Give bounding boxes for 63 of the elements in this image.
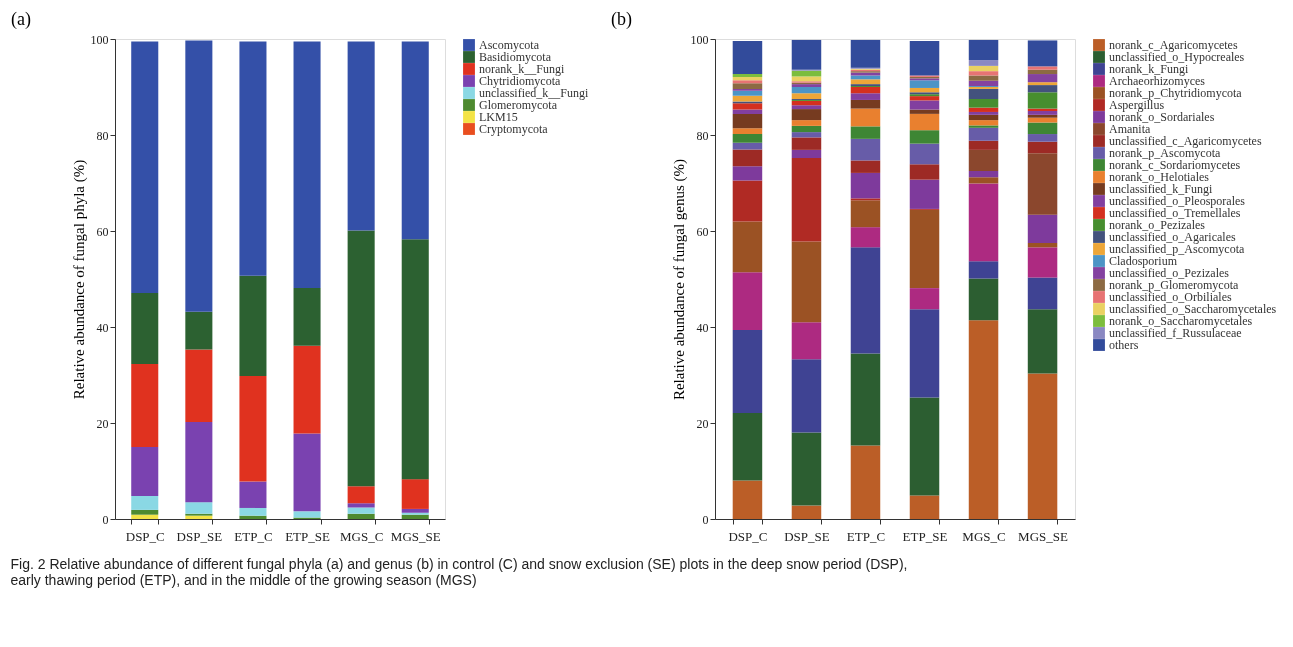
x-tick-label: ETP_C [846, 528, 886, 544]
y-tick-label: 0 [102, 512, 109, 527]
legend-label: unclassified_o_Pezizales [1109, 266, 1230, 280]
y-tick-label: 60 [96, 224, 109, 239]
x-tick-label: MGS_C [962, 528, 1006, 544]
legend-label: unclassified_k_Fungi [1109, 182, 1213, 196]
legend-label: Aspergillus [1109, 98, 1165, 112]
x-tick-label: MGS_SE [1018, 528, 1069, 544]
y-tick-label: 40 [96, 320, 109, 335]
legend-label: Basidiomycota [479, 50, 552, 64]
legend-label: norank_c_Agaricomycetes [1109, 38, 1238, 52]
legend-label: unclassified_o_Saccharomycetales [1109, 302, 1277, 316]
y-tick-label: 80 [96, 128, 109, 143]
x-tick-label: DSP_C [125, 528, 165, 544]
legend-label: Ascomycota [479, 38, 540, 52]
legend-label: norank_k__Fungi [479, 62, 565, 76]
y-tick-label: 80 [696, 128, 709, 143]
legend-label: norank_o_Helotiales [1109, 170, 1210, 184]
y-tick-label: 100 [690, 32, 709, 47]
legend-label: Glomeromycota [479, 98, 558, 112]
legend-label: norank_p_Glomeromycota [1109, 278, 1239, 292]
legend-label: norank_o_Pezizales [1109, 218, 1206, 232]
legend-label: unclassified_k__Fungi [479, 86, 589, 100]
legend-label: norank_p_Chytridiomycota [1109, 86, 1243, 100]
legend-label: unclassified_o_Hypocreales [1109, 50, 1245, 64]
y-tick-label: 40 [696, 320, 709, 335]
caption: Fig. 2 Relative abundance of different fungal phyla (a) and genus (b) in control (C) and snow exclusion (SE) plots in the deep snow period (DSP), early thawing period (ETP), and in the middle of the growing season (MGS) [10, 555, 908, 588]
legend-label: norank_c_Sordariomycetes [1109, 158, 1241, 172]
x-tick-label: DSP_C [728, 528, 768, 544]
y-axis-title: Relative abundance of fungal genus (%) [670, 158, 688, 401]
legend-label: unclassified_p_Ascomycota [1109, 242, 1245, 256]
y-tick-label: 100 [90, 32, 109, 47]
legend-label: Cryptomycota [479, 122, 549, 136]
x-tick-label: MGS_SE [390, 528, 441, 544]
x-tick-label: MGS_C [339, 528, 384, 544]
y-tick-label: 0 [702, 512, 709, 527]
y-axis-title: Relative abundance of fungal phyla (%) [70, 159, 88, 400]
legend-label: unclassified_f_Russulaceae [1109, 326, 1242, 340]
legend-label: unclassified_o_Pleosporales [1109, 194, 1246, 208]
legend-label: others [1109, 338, 1139, 352]
chart-title: (b) [611, 9, 632, 30]
chart-title: (a) [11, 9, 31, 30]
y-tick-label: 20 [96, 416, 109, 431]
legend-label: norank_o_Sordariales [1109, 110, 1215, 124]
legend-label: unclassified_c_Agaricomycetes [1109, 134, 1262, 148]
y-tick-label: 60 [696, 224, 709, 239]
x-tick-label: ETP_C [234, 528, 273, 544]
x-tick-label: ETP_SE [902, 528, 948, 544]
x-tick-label: DSP_SE [176, 528, 223, 544]
legend-label: unclassified_o_Orbiliales [1109, 290, 1232, 304]
legend-label: norank_k_Fungi [1109, 62, 1189, 76]
x-tick-label: DSP_SE [784, 528, 830, 544]
y-tick-label: 20 [696, 416, 709, 431]
legend-label: Amanita [1109, 122, 1151, 136]
legend-label: unclassified_o_Agaricales [1109, 230, 1236, 244]
x-tick-label: ETP_SE [285, 528, 330, 544]
legend-label: Chytridiomycota [479, 74, 561, 88]
legend-label: norank_p_Ascomycota [1109, 146, 1221, 160]
legend-label: LKM15 [479, 110, 518, 124]
legend-label: Archaeorhizomyces [1109, 74, 1206, 88]
legend-label: unclassified_o_Tremellales [1109, 206, 1241, 220]
legend-label: Cladosporium [1109, 254, 1178, 268]
legend-label: norank_o_Saccharomycetales [1109, 314, 1253, 328]
